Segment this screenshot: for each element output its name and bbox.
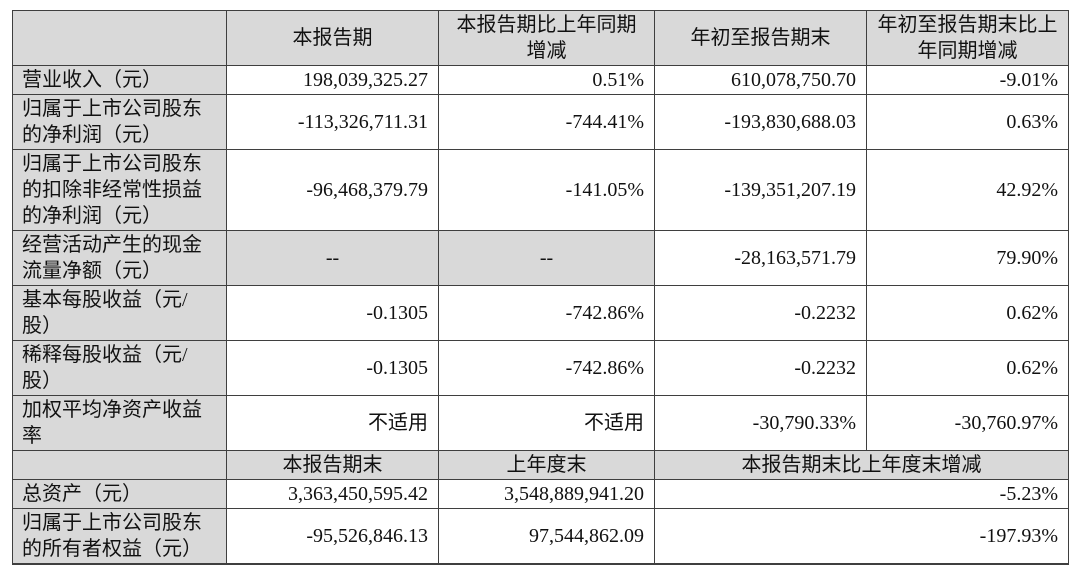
value-ytd-change: 42.92% xyxy=(866,149,1069,231)
row-diluted-eps: 稀释每股收益（元/ 股） -0.1305 -742.86% -0.2232 0.… xyxy=(12,340,1069,396)
row-label: 归属于上市公司股东 的净利润（元） xyxy=(12,94,227,150)
header-row-period-end: 本报告期末 上年度末 本报告期末比上年度末增减 xyxy=(12,450,1069,480)
row-label: 归属于上市公司股东 的扣除非经常性损益 的净利润（元） xyxy=(12,149,227,231)
row-label: 营业收入（元） xyxy=(12,65,227,95)
value-current-period-na: -- xyxy=(226,230,439,286)
value-yoy-change: 不适用 xyxy=(438,395,655,451)
value-prior-year-end: 3,548,889,941.20 xyxy=(438,479,655,509)
row-weighted-avg-roe: 加权平均净资产收益 率 不适用 不适用 -30,790.33% -30,760.… xyxy=(12,395,1069,451)
row-owners-equity: 归属于上市公司股东 的所有者权益（元） -95,526,846.13 97,54… xyxy=(12,508,1069,565)
row-label: 加权平均净资产收益 率 xyxy=(12,395,227,451)
value-ytd-change: 79.90% xyxy=(866,230,1069,286)
header-period-end-change: 本报告期末比上年度末增减 xyxy=(654,450,1069,480)
value-current-period: 不适用 xyxy=(226,395,439,451)
value-current-period: 198,039,325.27 xyxy=(226,65,439,95)
header-ytd: 年初至报告期末 xyxy=(654,10,867,66)
value-ytd: 610,078,750.70 xyxy=(654,65,867,95)
row-total-assets: 总资产（元） 3,363,450,595.42 3,548,889,941.20… xyxy=(12,479,1069,509)
value-ytd: -30,790.33% xyxy=(654,395,867,451)
header-prior-year-end: 上年度末 xyxy=(438,450,655,480)
value-current-period: -96,468,379.79 xyxy=(226,149,439,231)
header-ytd-yoy-change: 年初至报告期末比上 年同期增减 xyxy=(866,10,1069,66)
value-ytd: -193,830,688.03 xyxy=(654,94,867,150)
value-ytd-change: 0.63% xyxy=(866,94,1069,150)
row-label: 经营活动产生的现金 流量净额（元） xyxy=(12,230,227,286)
header-current-period-yoy-change: 本报告期比上年同期 增减 xyxy=(438,10,655,66)
value-yoy-change: 0.51% xyxy=(438,65,655,95)
value-ytd-change: 0.62% xyxy=(866,340,1069,396)
value-period-end-change: -5.23% xyxy=(654,479,1069,509)
value-prior-year-end: 97,544,862.09 xyxy=(438,508,655,565)
value-yoy-change: -141.05% xyxy=(438,149,655,231)
value-current-period: -0.1305 xyxy=(226,285,439,341)
row-label: 归属于上市公司股东 的所有者权益（元） xyxy=(12,508,227,565)
row-label: 基本每股收益（元/ 股） xyxy=(12,285,227,341)
value-ytd-change: 0.62% xyxy=(866,285,1069,341)
header-current-period: 本报告期 xyxy=(226,10,439,66)
row-operating-revenue: 营业收入（元） 198,039,325.27 0.51% 610,078,750… xyxy=(12,65,1069,95)
value-current-period: -113,326,711.31 xyxy=(226,94,439,150)
value-ytd-change: -30,760.97% xyxy=(866,395,1069,451)
row-basic-eps: 基本每股收益（元/ 股） -0.1305 -742.86% -0.2232 0.… xyxy=(12,285,1069,341)
value-ytd-change: -9.01% xyxy=(866,65,1069,95)
row-net-profit-excl-nonrecurring: 归属于上市公司股东 的扣除非经常性损益 的净利润（元） -96,468,379.… xyxy=(12,149,1069,231)
header-row-period: 本报告期 本报告期比上年同期 增减 年初至报告期末 年初至报告期末比上 年同期增… xyxy=(12,10,1069,66)
row-label: 稀释每股收益（元/ 股） xyxy=(12,340,227,396)
header-current-period-end: 本报告期末 xyxy=(226,450,439,480)
value-yoy-change-na: -- xyxy=(438,230,655,286)
value-yoy-change: -744.41% xyxy=(438,94,655,150)
value-current-period: -0.1305 xyxy=(226,340,439,396)
value-ytd: -139,351,207.19 xyxy=(654,149,867,231)
header-empty-corner xyxy=(12,10,227,66)
value-ytd: -28,163,571.79 xyxy=(654,230,867,286)
header-empty-corner-2 xyxy=(12,450,227,480)
value-period-end: 3,363,450,595.42 xyxy=(226,479,439,509)
value-period-end: -95,526,846.13 xyxy=(226,508,439,565)
value-period-end-change: -197.93% xyxy=(654,508,1069,565)
row-net-profit: 归属于上市公司股东 的净利润（元） -113,326,711.31 -744.4… xyxy=(12,94,1069,150)
value-yoy-change: -742.86% xyxy=(438,340,655,396)
row-operating-cash-flow: 经营活动产生的现金 流量净额（元） -- -- -28,163,571.79 7… xyxy=(12,230,1069,286)
value-ytd: -0.2232 xyxy=(654,285,867,341)
value-yoy-change: -742.86% xyxy=(438,285,655,341)
financial-summary-table: 本报告期 本报告期比上年同期 增减 年初至报告期末 年初至报告期末比上 年同期增… xyxy=(12,10,1069,565)
row-label: 总资产（元） xyxy=(12,479,227,509)
value-ytd: -0.2232 xyxy=(654,340,867,396)
